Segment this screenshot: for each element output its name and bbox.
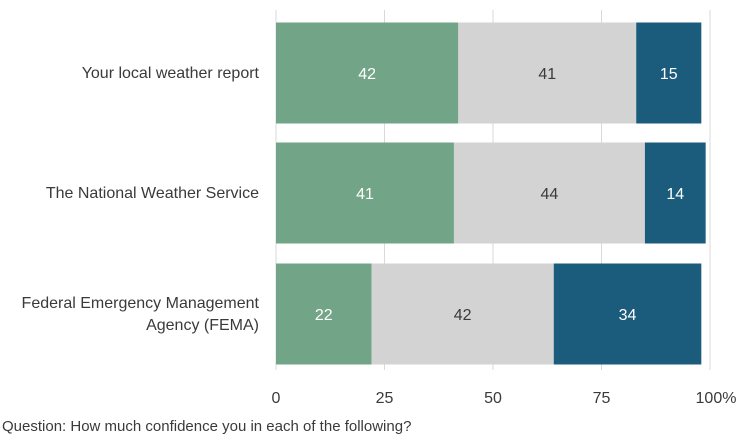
data-label-0-2: 15 — [660, 66, 678, 83]
x-tick-label-0: 0 — [272, 390, 281, 407]
bar-segment-0-2 — [636, 22, 702, 124]
data-label-0-0: 42 — [358, 66, 376, 83]
x-tick-label-2: 50 — [484, 390, 502, 407]
bar-segment-2-0 — [276, 263, 372, 365]
data-label-2-2: 34 — [619, 307, 637, 324]
data-label-1-1: 44 — [541, 186, 559, 203]
bar-segment-1-2 — [644, 142, 706, 244]
x-tick-label-1: 25 — [376, 390, 394, 407]
data-label-1-0: 41 — [356, 186, 374, 203]
stacked-bar-chart: 42 41 15 41 44 14 22 42 34 Your local weather re… — [22, 10, 737, 407]
data-label-1-2: 14 — [666, 186, 684, 203]
x-axis-ticks: 0 25 50 75 100% — [272, 390, 737, 407]
bars: 42 41 15 41 44 14 22 42 34 — [276, 22, 706, 365]
data-label-0-1: 41 — [538, 66, 556, 83]
category-label-0-0: Your local weather report — [82, 65, 260, 82]
category-labels: Your local weather report The National We… — [22, 65, 260, 334]
bar-segment-1-1 — [453, 142, 645, 244]
x-tick-label-4: 100% — [696, 390, 737, 407]
x-tick-label-3: 75 — [593, 390, 611, 407]
data-label-2-1: 42 — [454, 307, 472, 324]
data-label-2-0: 22 — [315, 307, 333, 324]
category-label-2-1: Agency (FEMA) — [146, 317, 259, 334]
bar-segment-1-0 — [276, 142, 454, 244]
bar-segment-2-2 — [553, 263, 702, 365]
bar-segment-2-1 — [371, 263, 554, 365]
category-label-1-0: The National Weather Service — [46, 185, 259, 202]
footnote: Question: How much confidence you in eac… — [2, 418, 412, 435]
bar-segment-0-0 — [276, 22, 459, 124]
bar-segment-0-1 — [458, 22, 637, 124]
category-label-2-0: Federal Emergency Management — [22, 295, 260, 312]
